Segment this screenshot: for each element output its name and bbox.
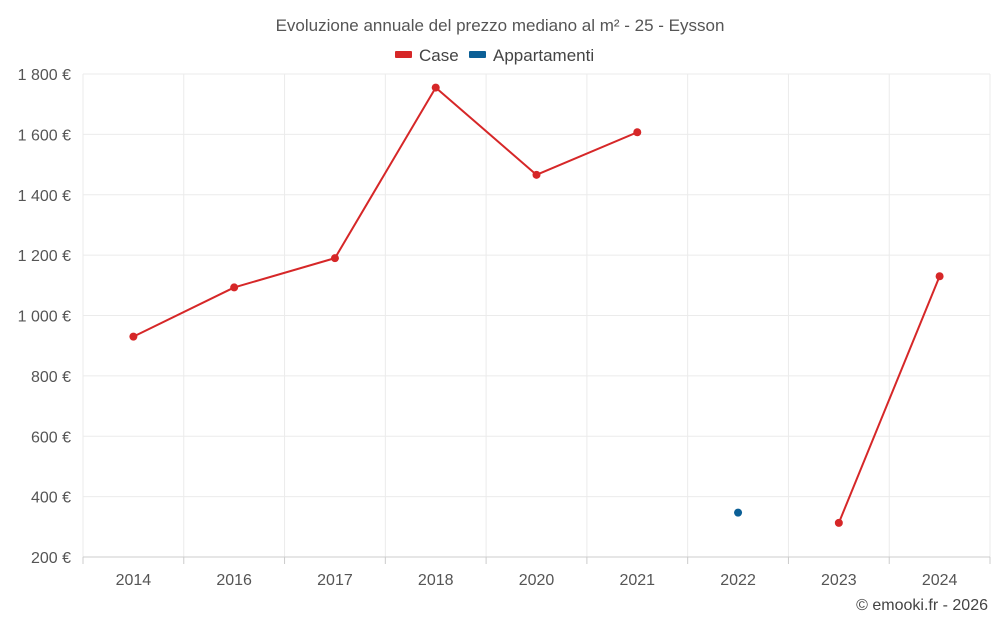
y-tick-label: 600 €: [31, 429, 71, 446]
y-tick-label: 400 €: [31, 490, 71, 507]
x-tick-label: 2023: [821, 572, 857, 589]
x-tick-label: 2022: [720, 572, 756, 589]
y-tick-label: 200 €: [31, 550, 71, 567]
legend: Case Appartamenti: [395, 46, 594, 65]
legend-item-appartamenti[interactable]: Appartamenti: [469, 46, 594, 65]
series: [129, 83, 944, 527]
legend-swatch-appartamenti: [469, 51, 486, 58]
y-axis: 200 € 400 € 600 € 800 € 1 000 € 1 200 € 1 400 …: [18, 67, 71, 567]
x-axis: 2014 2016 2017 2018 2020 2021 2022 2023 2024: [82, 556, 991, 589]
y-tick-label: 1 800 €: [18, 67, 71, 84]
legend-label-appartamenti: Appartamenti: [493, 46, 594, 65]
legend-label-case: Case: [419, 46, 459, 65]
data-point-case: [330, 254, 339, 263]
series-line-case: [837, 275, 941, 524]
series-appartamenti: [734, 508, 743, 517]
legend-swatch-case: [395, 51, 412, 58]
x-tick-label: 2021: [619, 572, 655, 589]
series-line-case: [132, 86, 638, 338]
x-tick-label: 2014: [116, 572, 152, 589]
y-tick-label: 1 000 €: [18, 309, 71, 326]
y-tick-label: 1 600 €: [18, 127, 71, 144]
data-point-case: [230, 283, 239, 292]
y-tick-label: 800 €: [31, 369, 71, 386]
x-tick-label: 2017: [317, 572, 353, 589]
data-point-case: [834, 518, 843, 527]
y-tick-label: 1 200 €: [18, 248, 71, 265]
chart-title: Evoluzione annuale del prezzo mediano al…: [276, 16, 725, 35]
data-point-case: [129, 332, 138, 341]
legend-item-case[interactable]: Case: [395, 46, 459, 65]
x-tick-label: 2016: [216, 572, 252, 589]
data-point-case: [935, 272, 944, 281]
grid: [82, 73, 991, 557]
series-case: [129, 83, 944, 527]
data-point-case: [431, 83, 440, 92]
x-tick-label: 2018: [418, 572, 454, 589]
y-tick-label: 1 400 €: [18, 188, 71, 205]
x-tick-label: 2024: [922, 572, 958, 589]
x-tick-label: 2020: [519, 572, 555, 589]
data-point-case: [633, 128, 642, 137]
data-point-appartamenti: [734, 508, 743, 517]
data-point-case: [532, 170, 541, 179]
credit-text: © emooki.fr - 2026: [856, 597, 988, 614]
